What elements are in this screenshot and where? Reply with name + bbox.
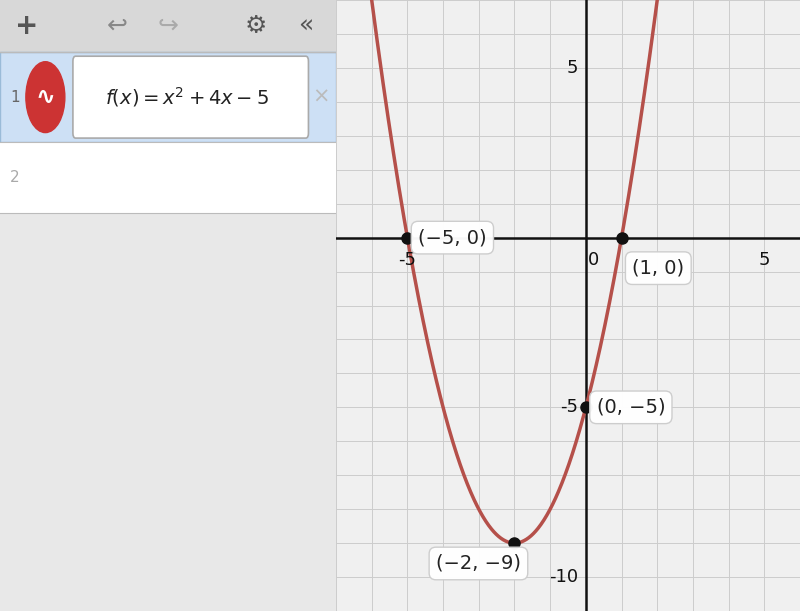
Text: ∿: ∿ [35,85,55,109]
Text: $f(x)=x^2+4x-5$: $f(x)=x^2+4x-5$ [105,85,268,109]
Text: 5: 5 [566,59,578,77]
FancyBboxPatch shape [73,56,309,138]
Text: +: + [15,12,38,40]
Text: -5: -5 [398,251,416,269]
Text: ⚙: ⚙ [244,14,266,38]
Text: ×: × [312,87,330,107]
Text: -10: -10 [549,568,578,586]
Text: 5: 5 [758,251,770,269]
Text: 1: 1 [10,90,20,104]
Circle shape [26,62,65,133]
FancyBboxPatch shape [0,0,336,52]
Text: -5: -5 [560,398,578,416]
FancyBboxPatch shape [0,142,336,213]
Text: 0: 0 [588,251,599,269]
Text: ↪: ↪ [158,14,178,38]
Text: (−2, −9): (−2, −9) [436,554,521,573]
Text: (−5, 0): (−5, 0) [418,228,486,247]
Text: (1, 0): (1, 0) [632,258,684,277]
Text: «: « [298,14,314,38]
FancyBboxPatch shape [0,52,336,142]
Text: (0, −5): (0, −5) [597,398,665,417]
Text: ↩: ↩ [107,14,128,38]
Text: 2: 2 [10,170,20,185]
